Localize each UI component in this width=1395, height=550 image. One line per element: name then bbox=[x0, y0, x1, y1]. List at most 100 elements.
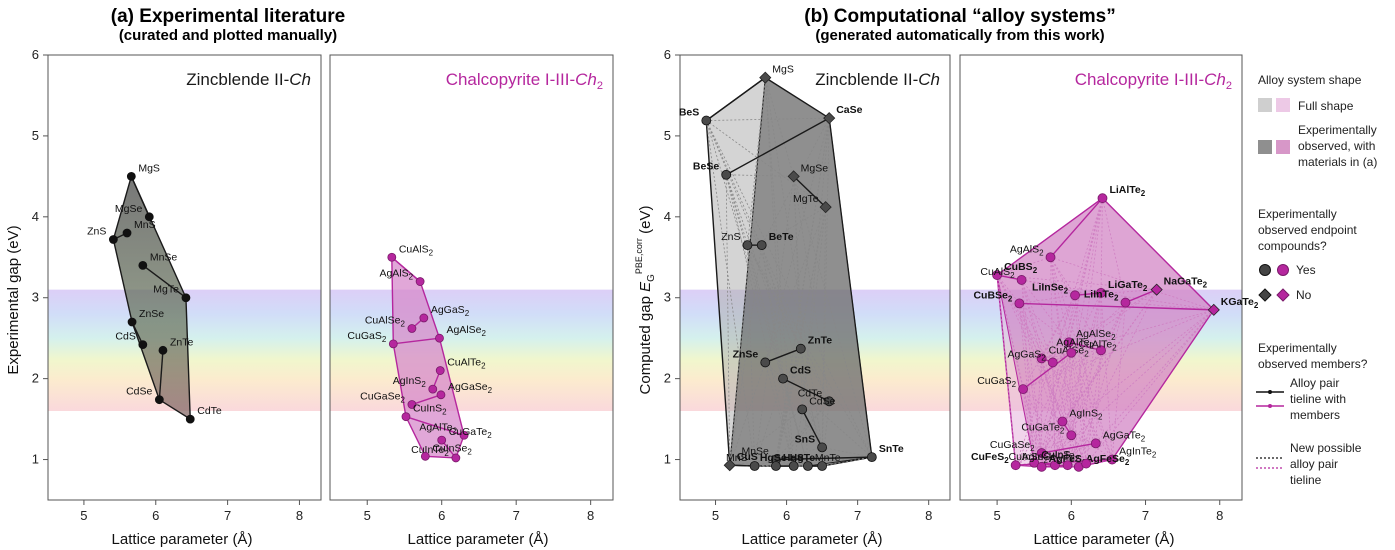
y-tick-label: 1 bbox=[32, 452, 39, 467]
panel-b-xlabel-right: Lattice parameter (Å) bbox=[1034, 531, 1175, 548]
data-point bbox=[1036, 353, 1047, 364]
legend-endpoint-3: compounds? bbox=[1258, 239, 1327, 253]
new-tieline bbox=[1078, 302, 1126, 467]
data-point bbox=[122, 228, 132, 238]
new-tieline bbox=[706, 120, 826, 208]
point-label: AgAlSe2 bbox=[446, 324, 486, 338]
point-label: ZnSe bbox=[733, 348, 759, 360]
new-tieline bbox=[1054, 463, 1087, 466]
point-label: BeSe bbox=[693, 161, 719, 173]
new-tieline bbox=[1015, 434, 1072, 466]
data-point bbox=[817, 461, 828, 471]
data-point bbox=[1014, 298, 1025, 309]
x-tick-label: 5 bbox=[80, 508, 87, 523]
plot-b-chalcopyrite: 5 6 7 8 Chalcopyrite I-III-Ch2 LiAlTe2 AgAlS2 C… bbox=[959, 54, 1259, 523]
data-point bbox=[866, 452, 877, 463]
new-tieline bbox=[1085, 309, 1215, 464]
data-point bbox=[1064, 337, 1074, 348]
alloy-tieline bbox=[1125, 288, 1157, 304]
data-point bbox=[420, 451, 430, 461]
legend-shape-title: Alloy system shape bbox=[1258, 73, 1362, 87]
new-tieline bbox=[1050, 257, 1113, 460]
new-tieline bbox=[1095, 350, 1102, 444]
legend-tieline-3: members bbox=[1290, 408, 1340, 422]
data-point bbox=[1120, 297, 1131, 308]
data-point bbox=[701, 115, 712, 126]
point-label: SnS bbox=[795, 433, 815, 445]
alloy-tieline bbox=[775, 456, 872, 461]
point-label: HgSe bbox=[760, 452, 787, 464]
panel-b-ylabel: Computed gap EGPBE,corr (eV) bbox=[634, 206, 657, 395]
point-label: AgGaSe2 bbox=[448, 381, 493, 395]
data-point bbox=[407, 324, 417, 333]
point-label: ZnSe bbox=[139, 308, 164, 320]
new-tieline bbox=[775, 401, 830, 467]
point-label: CuFeS2 bbox=[971, 451, 1009, 465]
legend-observed-1: Experimentally bbox=[1298, 123, 1377, 137]
legend-tieline-pink-dot bbox=[1268, 404, 1272, 408]
new-tieline bbox=[822, 447, 872, 458]
x-tick-label: 7 bbox=[1142, 508, 1149, 523]
new-tieline bbox=[1054, 421, 1063, 466]
y-tick-label: 2 bbox=[664, 371, 671, 386]
new-tieline bbox=[1033, 198, 1103, 463]
new-tieline bbox=[793, 176, 809, 467]
y-tick-label: 6 bbox=[664, 47, 671, 62]
data-point bbox=[419, 313, 429, 323]
new-tieline bbox=[775, 401, 830, 460]
new-tieline bbox=[1041, 452, 1056, 466]
data-point bbox=[437, 435, 447, 445]
data-point bbox=[387, 252, 397, 262]
point-label: CuInSe2 bbox=[1009, 451, 1049, 465]
panel-a-subtitle: (curated and plotted manually) bbox=[119, 27, 337, 44]
y-tick-label: 4 bbox=[32, 209, 39, 224]
data-point bbox=[435, 333, 444, 343]
x-tick-label: 8 bbox=[925, 508, 932, 523]
point-label: MgSe bbox=[801, 162, 829, 174]
data-point bbox=[797, 404, 808, 415]
new-tieline bbox=[726, 174, 794, 177]
point-label: CuGaS2 bbox=[977, 375, 1016, 389]
new-tieline bbox=[775, 348, 802, 460]
data-point bbox=[144, 212, 154, 222]
point-label: AgAlSe2 bbox=[1076, 328, 1116, 342]
new-tieline bbox=[1019, 294, 1076, 304]
new-tieline bbox=[1022, 389, 1035, 463]
new-tieline bbox=[1054, 302, 1126, 466]
new-tieline bbox=[705, 120, 802, 349]
point-label: HgTe bbox=[790, 452, 816, 464]
new-tieline bbox=[1100, 292, 1214, 311]
legend-members-1: Experimentally bbox=[1258, 341, 1337, 355]
point-label: CuBSe2 bbox=[973, 289, 1012, 303]
legend-yes-pink-marker bbox=[1277, 264, 1289, 276]
legend-observed-2: observed, with bbox=[1298, 139, 1375, 153]
phase-label: Zincblende II-Ch bbox=[815, 70, 940, 89]
point-label: CuGaSe2 bbox=[360, 391, 405, 405]
new-tieline bbox=[801, 118, 830, 410]
new-tieline bbox=[1018, 303, 1035, 463]
point-label: AgGaTe2 bbox=[1103, 429, 1146, 443]
new-tieline bbox=[1015, 352, 1072, 466]
data-point bbox=[154, 395, 164, 405]
data-point bbox=[1096, 345, 1106, 356]
new-tieline bbox=[1102, 198, 1126, 303]
point-label: MgTe bbox=[793, 193, 819, 205]
new-tieline bbox=[1022, 349, 1102, 390]
x-tick-label: 7 bbox=[513, 508, 520, 523]
legend-new-1: New possible bbox=[1290, 441, 1362, 455]
data-point bbox=[1097, 193, 1108, 204]
point-label: CuS bbox=[737, 451, 758, 463]
legend: Alloy system shape Full shape Experiment… bbox=[1256, 73, 1377, 487]
new-tieline bbox=[1078, 292, 1102, 467]
data-point bbox=[1045, 252, 1056, 263]
alloy-tieline bbox=[725, 117, 830, 176]
new-tieline bbox=[761, 206, 826, 246]
point-label: CuInTe2 bbox=[411, 444, 449, 458]
data-point bbox=[407, 400, 417, 409]
panel-b-xlabel-left: Lattice parameter (Å) bbox=[742, 531, 883, 548]
x-tick-label: 8 bbox=[1216, 508, 1223, 523]
data-point bbox=[756, 240, 767, 251]
legend-no-pink-marker bbox=[1276, 288, 1290, 302]
point-label: CuGaTe2 bbox=[449, 426, 493, 440]
point-label: CuBS2 bbox=[1004, 261, 1038, 275]
